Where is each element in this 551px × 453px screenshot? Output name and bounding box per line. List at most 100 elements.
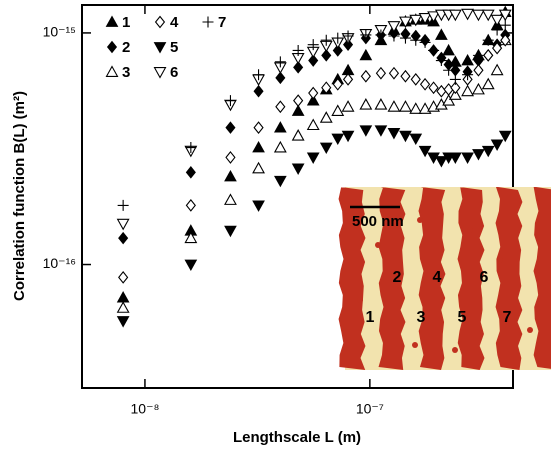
data-point	[442, 43, 455, 56]
data-point	[410, 34, 422, 46]
data-point	[225, 121, 236, 134]
data-point	[374, 125, 388, 137]
data-point	[428, 44, 440, 56]
data-point	[331, 104, 345, 116]
legend-label: 2	[122, 39, 130, 56]
stripe-label: 2	[393, 269, 402, 286]
data-point	[449, 152, 462, 164]
data-point	[490, 139, 504, 151]
data-point	[359, 48, 373, 61]
inset-speck	[417, 217, 423, 223]
data-point	[419, 77, 431, 91]
legend-marker	[106, 40, 118, 54]
data-point	[483, 48, 494, 62]
data-point	[418, 102, 432, 114]
stripe-label: 3	[417, 309, 426, 326]
legend-marker	[154, 15, 166, 29]
data-point	[185, 199, 196, 212]
inset-speck	[497, 257, 503, 263]
data-point	[308, 86, 319, 100]
data-point	[491, 24, 503, 36]
data-point	[275, 71, 286, 85]
y-axis-label: Correlation function B(L) (m²)	[11, 91, 28, 301]
data-point	[291, 163, 305, 175]
data-point	[293, 61, 304, 74]
data-point	[273, 121, 287, 133]
data-point	[274, 56, 286, 68]
legend-marker	[105, 15, 119, 27]
data-point	[331, 133, 345, 146]
data-point	[374, 98, 388, 110]
data-point	[291, 104, 305, 116]
legend-label: 1	[122, 14, 130, 31]
inset-stripe	[457, 187, 485, 370]
inset-stripe	[338, 187, 366, 370]
data-point	[118, 231, 129, 245]
data-point	[498, 130, 512, 143]
data-point	[472, 49, 484, 61]
data-point	[419, 36, 431, 48]
data-point	[388, 30, 400, 42]
data-point	[359, 125, 373, 137]
inset-speck	[527, 327, 533, 333]
data-point	[387, 100, 401, 112]
data-point	[490, 14, 504, 27]
data-point	[319, 142, 333, 155]
data-point	[375, 29, 387, 41]
inset-speck	[452, 347, 458, 353]
data-point	[409, 14, 423, 27]
data-point	[461, 53, 474, 66]
data-point	[492, 41, 503, 55]
data-point	[307, 39, 319, 51]
data-point	[332, 32, 344, 44]
data-point	[448, 88, 462, 100]
data-point	[253, 69, 265, 81]
data-point	[472, 149, 485, 161]
data-point	[253, 84, 264, 98]
data-point	[481, 77, 495, 90]
data-point	[399, 130, 412, 143]
data-point	[435, 156, 448, 168]
legend-marker	[153, 42, 167, 54]
data-point	[321, 49, 332, 62]
data-point	[252, 141, 265, 153]
data-point	[185, 166, 196, 179]
data-point	[224, 193, 237, 205]
data-point	[321, 81, 332, 95]
data-point	[185, 142, 197, 154]
data-point	[116, 291, 130, 303]
data-point	[399, 16, 412, 29]
legend-marker	[202, 16, 214, 28]
data-point	[306, 94, 320, 106]
data-point	[435, 28, 448, 40]
data-point	[293, 94, 304, 108]
x-axis-label: Lengthscale L (m)	[233, 429, 361, 446]
data-point	[498, 9, 512, 22]
data-point	[461, 84, 475, 97]
data-point	[273, 175, 287, 188]
data-point	[387, 128, 401, 140]
legend-label: 5	[170, 39, 178, 56]
data-point	[320, 34, 332, 46]
data-point	[253, 121, 264, 135]
data-point	[428, 81, 439, 95]
data-point	[225, 151, 236, 164]
stripe-label: 4	[433, 269, 442, 286]
data-point	[472, 9, 485, 22]
y-tick-label: 10⁻¹⁶	[43, 255, 76, 271]
data-point	[435, 55, 447, 67]
data-point	[360, 29, 372, 41]
data-point	[252, 200, 265, 212]
data-point	[462, 69, 474, 81]
data-point	[427, 11, 440, 23]
data-point	[319, 111, 333, 123]
data-point	[461, 8, 475, 21]
data-point	[473, 63, 484, 77]
data-point	[418, 13, 432, 25]
data-point	[273, 140, 287, 153]
stripe-label: 7	[503, 309, 512, 326]
y-tick-label: 10⁻¹⁵	[43, 24, 76, 40]
data-point	[443, 64, 455, 76]
data-point	[252, 161, 265, 174]
